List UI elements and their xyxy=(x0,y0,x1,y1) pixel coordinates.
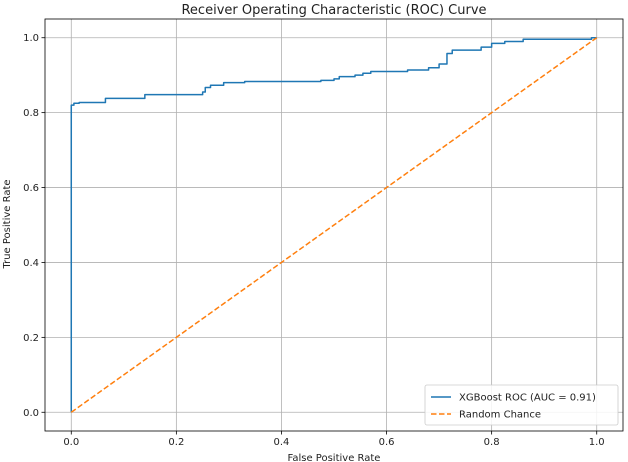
x-tick-label: 0.4 xyxy=(274,437,290,448)
legend-box xyxy=(424,384,619,426)
legend-label: Random Chance xyxy=(459,410,541,421)
y-tick-label: 0.6 xyxy=(23,183,39,194)
xgboost-roc-line xyxy=(70,36,597,413)
y-tick-label: 0.8 xyxy=(23,108,39,119)
x-tick-label: 0.8 xyxy=(484,437,500,448)
x-tick-label: 0.2 xyxy=(168,437,184,448)
axes: 0.0 0.2 0.4 0.6 0.8 1.0 0.0 0.2 0.4 0.6 0.8 1.0 xyxy=(23,18,624,448)
y-axis-label: True Positive Rate xyxy=(2,179,13,269)
series-layer xyxy=(70,36,598,413)
random-chance-line xyxy=(70,37,598,413)
x-tick-label: 1.0 xyxy=(589,437,605,448)
y-tick-label: 1.0 xyxy=(23,33,39,44)
legend-label: XGBoost ROC (AUC = 0.91) xyxy=(459,393,596,404)
x-tick-label: 0.0 xyxy=(63,437,79,448)
legend: XGBoost ROC (AUC = 0.91) Random Chance xyxy=(424,384,619,426)
chart-title: Receiver Operating Characteristic (ROC) … xyxy=(181,3,486,18)
x-axis-label: False Positive Rate xyxy=(288,453,381,462)
grid xyxy=(45,19,623,431)
y-tick-label: 0.0 xyxy=(23,408,39,419)
plot-frame xyxy=(44,18,624,432)
y-tick-label: 0.2 xyxy=(23,333,39,344)
x-tick-label: 0.6 xyxy=(379,437,395,448)
y-tick-label: 0.4 xyxy=(23,258,39,269)
